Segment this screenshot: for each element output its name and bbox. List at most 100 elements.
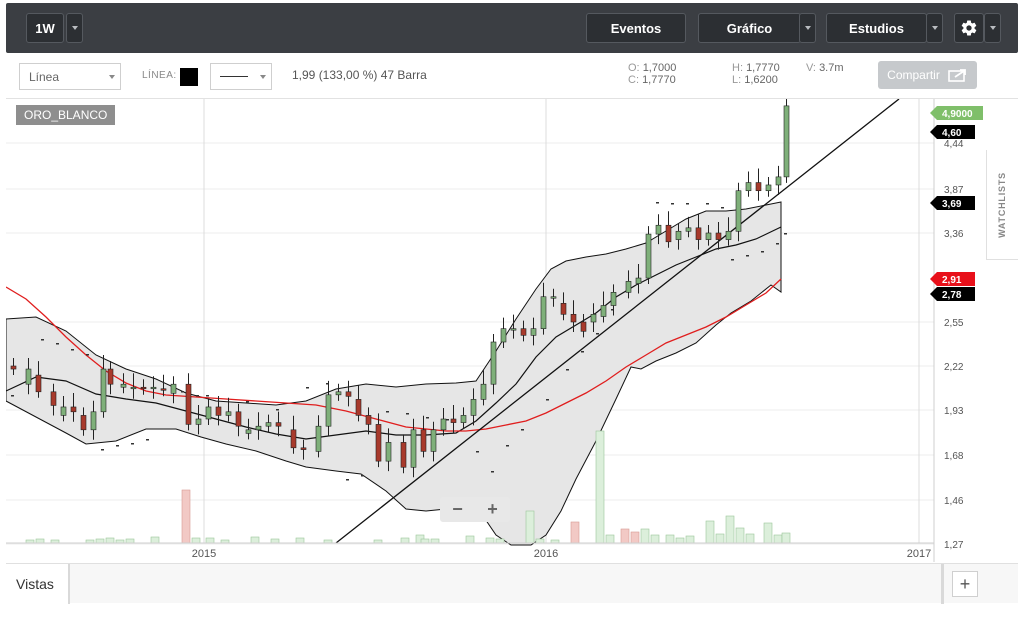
volume-bar [465, 535, 475, 544]
candle-body [755, 182, 762, 192]
estudios-button[interactable]: Estudios [826, 13, 927, 43]
candle-body [100, 368, 107, 413]
line-color-swatch[interactable] [180, 68, 198, 86]
trend-line [335, 99, 900, 544]
psar-dot [306, 387, 309, 389]
psar-dot [566, 369, 569, 371]
psar-dot [426, 417, 429, 419]
candle-body [550, 296, 557, 299]
psar-dot [546, 399, 549, 401]
candle-body [715, 232, 722, 240]
candle-body [375, 424, 382, 462]
candle-body [215, 406, 222, 416]
candle-body [107, 368, 114, 385]
psar-dot [746, 255, 749, 257]
volume-bar [763, 522, 773, 544]
add-view-button[interactable]: + [952, 571, 978, 597]
gear-icon [961, 20, 977, 36]
psar-dot [611, 309, 614, 311]
candle-body [570, 314, 577, 323]
ohlc-l: L: 1,6200 [732, 74, 778, 86]
line-style-select[interactable] [210, 63, 256, 90]
volume-bar [650, 534, 660, 544]
chart-canvas[interactable]: 4,44 3,87 3,36 2,55 2,22 1,93 1,68 1,46 1,27 2015… [6, 99, 1018, 562]
price-tag [930, 272, 975, 286]
volume-bar [715, 533, 725, 544]
volume-bar [725, 515, 735, 544]
candle-body [520, 328, 527, 336]
volume-bar [735, 527, 745, 544]
y-tick-label: 3,36 [944, 229, 964, 240]
candle-body [500, 328, 507, 343]
divider [941, 564, 944, 604]
share-label: Compartir [887, 68, 940, 82]
volume-bar [270, 538, 280, 544]
candle-body [235, 411, 242, 427]
psar-dot [731, 259, 734, 261]
price-tag-label: 3,69 [942, 199, 962, 210]
candle-body [610, 292, 617, 306]
symbol-tag: ORO_BLANCO [16, 105, 116, 125]
price-tag [930, 106, 983, 120]
interval-dropdown-icon[interactable] [66, 13, 83, 43]
volume-bar [665, 534, 675, 544]
vistas-tab[interactable]: Vistas [6, 564, 70, 604]
candle-body [460, 415, 467, 423]
price-chart[interactable]: 4,44 3,87 3,36 2,55 2,22 1,93 1,68 1,46 1,27 2015… [6, 99, 1018, 562]
candle-body [80, 415, 87, 431]
line-style-dropdown-icon[interactable] [255, 63, 272, 90]
candle-body [705, 232, 712, 240]
grafico-button[interactable]: Gráfico [698, 13, 801, 43]
eventos-button[interactable]: Eventos [586, 13, 686, 43]
psar-dot [346, 479, 349, 481]
candle-body [560, 303, 567, 315]
estudios-dropdown-icon[interactable] [926, 13, 943, 43]
bollinger-band [6, 201, 782, 546]
ohlc-c: C: 1,7770 [628, 74, 676, 86]
line-type-dropdown-icon[interactable] [104, 63, 121, 90]
line-label: LÍNEA: [142, 70, 177, 81]
psar-dot [386, 411, 389, 413]
psar-dot [86, 354, 89, 356]
x-tick-label: 2015 [192, 548, 216, 560]
psar-dot [476, 451, 479, 453]
candle-body [365, 415, 372, 425]
share-button[interactable]: Compartir [878, 61, 977, 89]
psar-dot [706, 203, 709, 205]
volume-bar [205, 537, 215, 544]
candle-body [510, 328, 517, 331]
price-tag [930, 287, 975, 301]
interval-button[interactable]: 1W [26, 13, 64, 43]
candle-body [783, 105, 790, 178]
candle-body [725, 230, 732, 240]
volume-bar [430, 538, 440, 544]
psar-dot [776, 243, 779, 245]
candle-body [665, 224, 672, 243]
psar-dot [11, 395, 14, 397]
settings-button[interactable] [954, 13, 984, 43]
price-tag-label: 4,9000 [942, 109, 973, 120]
line-type-select[interactable]: Línea [19, 63, 105, 90]
volume-bar [485, 537, 495, 544]
change-info: 1,99 (133,00 %) 47 Barra [292, 68, 427, 82]
candle-body [90, 411, 97, 431]
candle-body [35, 374, 42, 393]
psar-dot [686, 203, 689, 205]
price-tag [930, 196, 975, 210]
top-toolbar: 1W Eventos Gráfico Estudios [6, 3, 1018, 53]
settings-dropdown-icon[interactable] [984, 13, 1001, 43]
volume-bar [400, 537, 410, 544]
watchlists-panel[interactable]: WATCHLISTS [986, 150, 1018, 260]
candle-body [300, 447, 307, 450]
candle-body [655, 224, 662, 235]
bottom-bar: Vistas + [6, 563, 1018, 604]
grafico-dropdown-icon[interactable] [799, 13, 816, 43]
y-tick-label: 1,68 [944, 451, 964, 462]
zoom-out-icon[interactable]: − [452, 499, 463, 519]
volume-bar [105, 537, 115, 544]
volume-bar [745, 533, 755, 544]
ohlc-v: V: 3.7m [806, 62, 844, 74]
volume-bar [495, 538, 505, 544]
zoom-in-icon[interactable]: + [487, 499, 498, 519]
y-tick-label: 2,55 [944, 318, 964, 329]
